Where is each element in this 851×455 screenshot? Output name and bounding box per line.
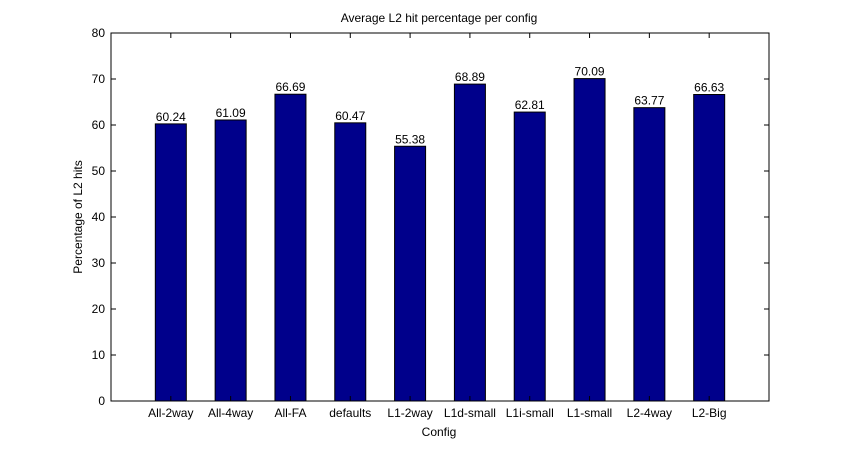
plot-area bbox=[110, 32, 770, 402]
bar-value-label: 66.63 bbox=[694, 81, 724, 95]
x-tick-label: All-4way bbox=[208, 406, 253, 420]
x-tick-label: All-2way bbox=[148, 406, 193, 420]
bar-value-label: 62.81 bbox=[515, 98, 545, 112]
y-tick-label: 30 bbox=[92, 256, 106, 270]
bar-value-label: 63.77 bbox=[634, 94, 664, 108]
y-tick-label: 0 bbox=[98, 394, 105, 408]
x-tick-label: L2-4way bbox=[627, 406, 672, 420]
chart-title: Average L2 hit percentage per config bbox=[341, 11, 538, 25]
x-tick-label: L1d-small bbox=[444, 406, 496, 420]
y-tick-label: 70 bbox=[92, 72, 106, 86]
bar bbox=[573, 78, 606, 402]
bar-value-label: 66.69 bbox=[275, 80, 305, 94]
y-axis: 0 10 20 30 40 50 60 70 80 bbox=[92, 26, 769, 408]
bar-value-label: 60.47 bbox=[335, 109, 365, 123]
bar-value-label: 61.09 bbox=[216, 106, 246, 120]
bar-series: 60.24 61.09 66.69 60.47 55.38 68.89 62.81 70.09… bbox=[154, 65, 726, 402]
bar bbox=[334, 122, 367, 402]
bar bbox=[633, 107, 666, 402]
x-tick-label: L1-small bbox=[567, 406, 612, 420]
bar-value-label: 70.09 bbox=[575, 65, 605, 79]
bar-value-label: 60.24 bbox=[156, 110, 186, 124]
bar bbox=[214, 119, 247, 402]
bar-value-label: 55.38 bbox=[395, 132, 425, 146]
x-tick-label: All-FA bbox=[274, 406, 306, 420]
y-tick-label: 50 bbox=[92, 164, 106, 178]
bar bbox=[274, 93, 307, 402]
y-tick-label: 60 bbox=[92, 118, 106, 132]
bar bbox=[453, 83, 486, 402]
x-tick-label: L2-Big bbox=[692, 406, 727, 420]
bar bbox=[154, 123, 187, 402]
y-tick-label: 80 bbox=[92, 26, 106, 40]
y-axis-label: Percentage of L2 hits bbox=[71, 160, 85, 273]
bar-value-label: 68.89 bbox=[455, 70, 485, 84]
x-tick-label: defaults bbox=[329, 406, 371, 420]
x-tick-label: L1i-small bbox=[506, 406, 554, 420]
bar bbox=[693, 94, 726, 402]
bar bbox=[513, 111, 546, 402]
y-tick-label: 20 bbox=[92, 302, 106, 316]
y-tick-label: 10 bbox=[92, 348, 106, 362]
y-tick-label: 40 bbox=[92, 210, 106, 224]
bar bbox=[394, 145, 427, 402]
x-axis: All-2way All-4way All-FA defaults L1-2way L1d… bbox=[148, 33, 727, 420]
x-tick-label: L1-2way bbox=[387, 406, 432, 420]
x-axis-label: Config bbox=[422, 425, 457, 439]
